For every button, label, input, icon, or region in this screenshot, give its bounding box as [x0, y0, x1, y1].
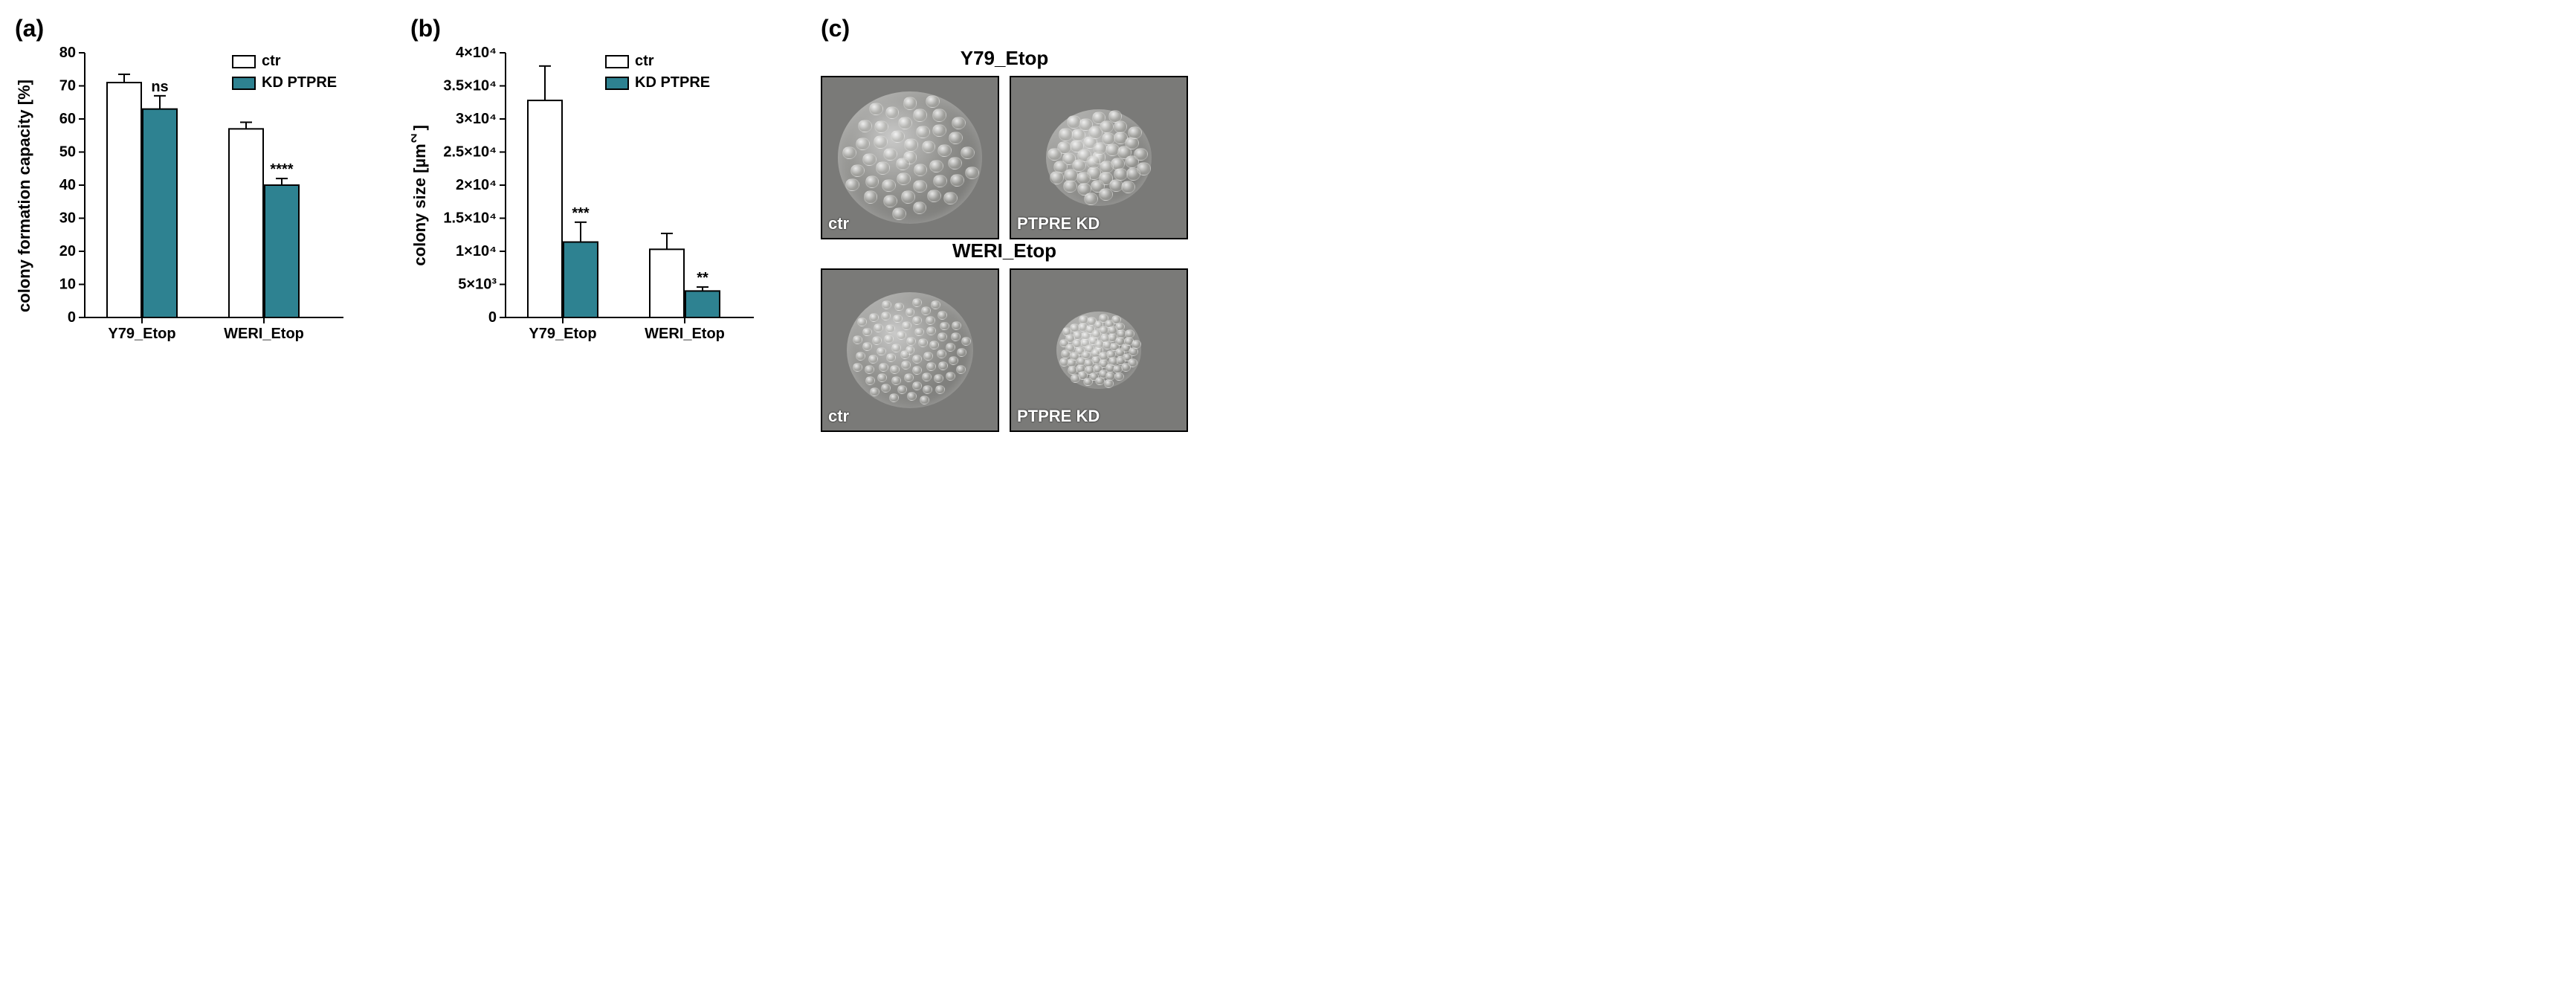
svg-text:3×10⁴: 3×10⁴: [456, 111, 497, 127]
micrograph-caption: ctr: [828, 214, 849, 233]
micrograph-row: ctr PTPRE KD: [821, 76, 1188, 239]
legend-ctr: ctr: [232, 53, 337, 70]
svg-text:4×10⁴: 4×10⁴: [456, 47, 497, 61]
svg-text:Y79_Etop: Y79_Etop: [108, 326, 175, 342]
panel-c-label: (c): [821, 15, 1188, 42]
svg-text:3.5×10⁴: 3.5×10⁴: [443, 78, 497, 94]
svg-text:1×10⁴: 1×10⁴: [456, 243, 497, 259]
legend-kd: KD PTPRE: [605, 74, 710, 91]
chart-b: 0 5×10³ 1×10⁴ 1.5×10⁴ 2×10⁴ 2.5×10⁴ 3×10⁴ 3.5×1…: [434, 47, 761, 344]
svg-text:60: 60: [59, 111, 76, 127]
svg-text:WERI_Etop: WERI_Etop: [645, 326, 725, 342]
micrograph-row: ctr PTPRE KD: [821, 268, 1188, 432]
legend-kd: KD PTPRE: [232, 74, 337, 91]
svg-text:10: 10: [59, 277, 76, 293]
chart-a-ylabel: colony formation capacity [%]: [15, 80, 34, 312]
svg-text:0: 0: [488, 309, 497, 326]
legend: ctr KD PTPRE: [232, 53, 337, 91]
micrograph: PTPRE KD: [1010, 268, 1188, 432]
svg-text:0: 0: [68, 309, 76, 326]
svg-text:WERI_Etop: WERI_Etop: [224, 326, 304, 342]
svg-text:ns: ns: [151, 79, 168, 95]
panel-c-content: Y79_EtopctrPTPRE KDWERI_EtopctrPTPRE KD: [821, 47, 1188, 432]
svg-text:40: 40: [59, 177, 76, 193]
panel-b: (b) colony size [µm2] 0 5×10³ 1×10⁴ 1.5×10⁴…: [410, 15, 761, 344]
panel-c-group-title: WERI_Etop: [952, 239, 1056, 262]
svg-text:5×10³: 5×10³: [458, 277, 497, 293]
svg-text:1.5×10⁴: 1.5×10⁴: [443, 210, 497, 227]
svg-text:50: 50: [59, 144, 76, 161]
panel-c-group-title: Y79_Etop: [961, 47, 1049, 70]
micrograph-caption: PTPRE KD: [1017, 407, 1100, 426]
micrograph: ctr: [821, 268, 999, 432]
legend-ctr: ctr: [605, 53, 710, 70]
svg-text:***: ***: [572, 205, 590, 222]
svg-text:2.5×10⁴: 2.5×10⁴: [443, 144, 497, 161]
micrograph: ctr: [821, 76, 999, 239]
panel-a: (a) colony formation capacity [%] 0 10 20 3…: [15, 15, 351, 344]
legend: ctr KD PTPRE: [605, 53, 710, 91]
svg-text:2×10⁴: 2×10⁴: [456, 177, 497, 193]
micrograph-caption: ctr: [828, 407, 849, 426]
chart-a: 0 10 20 30 40 50 60 70 80 ns Y79_Etop **** WERI_Etop…: [39, 47, 351, 344]
panel-c: (c) Y79_EtopctrPTPRE KDWERI_EtopctrPTPRE…: [821, 15, 1188, 432]
chart-a-block: colony formation capacity [%] 0 10 20 30 40 5…: [15, 47, 351, 344]
svg-text:30: 30: [59, 210, 76, 227]
svg-text:70: 70: [59, 78, 76, 94]
panel-b-label: (b): [410, 15, 761, 42]
svg-text:****: ****: [270, 161, 293, 178]
micrograph: PTPRE KD: [1010, 76, 1188, 239]
svg-text:Y79_Etop: Y79_Etop: [529, 326, 596, 342]
micrograph-caption: PTPRE KD: [1017, 214, 1100, 233]
svg-text:80: 80: [59, 47, 76, 61]
panel-a-label: (a): [15, 15, 351, 42]
svg-text:**: **: [697, 270, 708, 286]
svg-text:20: 20: [59, 243, 76, 259]
figure: (a) colony formation capacity [%] 0 10 20 3…: [15, 15, 2561, 432]
chart-b-ylabel: colony size [µm2]: [410, 125, 430, 266]
chart-b-block: colony size [µm2] 0 5×10³ 1×10⁴ 1.5×10⁴ 2×10…: [410, 47, 761, 344]
